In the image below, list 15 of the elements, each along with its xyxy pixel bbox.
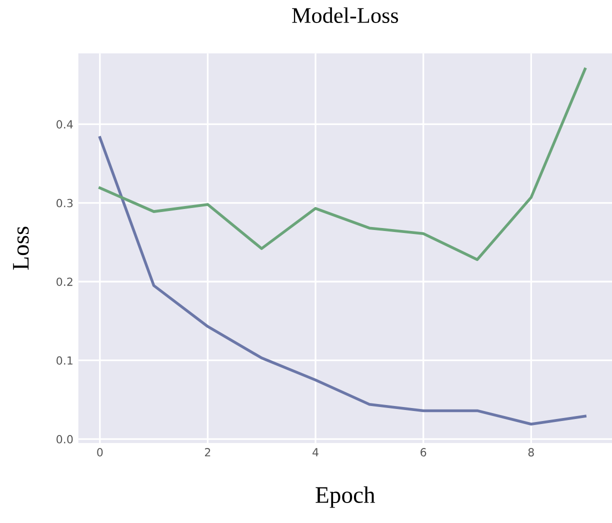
- y-tick-label: 0.0: [56, 435, 73, 444]
- y-axis-title: Loss: [13, 226, 29, 270]
- x-tick-label: 8: [528, 448, 534, 456]
- x-tick-label: 6: [420, 448, 426, 456]
- y-tick-label: 0.4: [56, 120, 73, 129]
- x-tick-label: 4: [312, 448, 318, 456]
- y-tick-label: 0.3: [56, 198, 73, 208]
- chart-title: Model-Loss: [292, 7, 398, 24]
- x-tick-label: 2: [204, 448, 210, 456]
- x-axis-title: Epoch: [316, 486, 376, 508]
- x-tick-label: 0: [97, 448, 103, 456]
- line-series: [98, 136, 586, 426]
- line-series: [98, 68, 586, 261]
- y-tick-label: 0.1: [56, 356, 72, 365]
- y-tick-label: 0.2: [56, 278, 72, 286]
